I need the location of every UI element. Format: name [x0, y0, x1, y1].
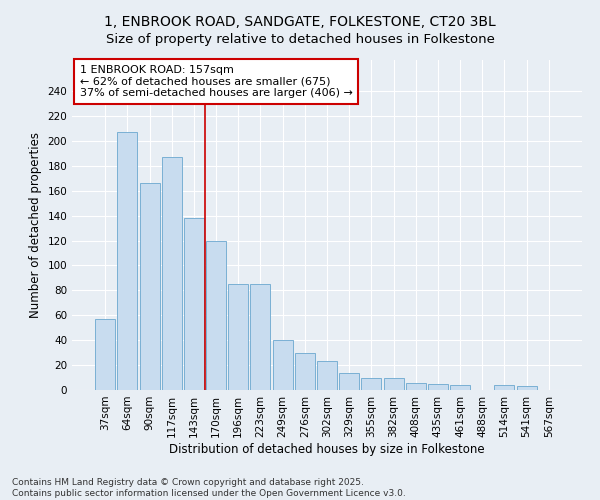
Text: Size of property relative to detached houses in Folkestone: Size of property relative to detached ho…: [106, 32, 494, 46]
Text: Contains HM Land Registry data © Crown copyright and database right 2025.
Contai: Contains HM Land Registry data © Crown c…: [12, 478, 406, 498]
Bar: [383, 378, 404, 390]
Text: 1, ENBROOK ROAD, SANDGATE, FOLKESTONE, CT20 3BL: 1, ENBROOK ROAD, SANDGATE, FOLKESTONE, C…: [104, 15, 496, 29]
Y-axis label: Number of detached properties: Number of detached properties: [29, 132, 42, 318]
Bar: [494, 385, 514, 390]
Bar: [95, 319, 115, 390]
Bar: [228, 284, 248, 390]
Bar: [517, 386, 536, 390]
Bar: [162, 157, 182, 390]
Bar: [450, 385, 470, 390]
Text: 1 ENBROOK ROAD: 157sqm
← 62% of detached houses are smaller (675)
37% of semi-de: 1 ENBROOK ROAD: 157sqm ← 62% of detached…: [80, 65, 353, 98]
Bar: [118, 132, 137, 390]
Bar: [428, 384, 448, 390]
Bar: [272, 340, 293, 390]
Bar: [184, 218, 204, 390]
X-axis label: Distribution of detached houses by size in Folkestone: Distribution of detached houses by size …: [169, 442, 485, 456]
Bar: [406, 382, 426, 390]
Bar: [295, 352, 315, 390]
Bar: [140, 184, 160, 390]
Bar: [250, 284, 271, 390]
Bar: [339, 372, 359, 390]
Bar: [206, 240, 226, 390]
Bar: [317, 362, 337, 390]
Bar: [361, 378, 382, 390]
